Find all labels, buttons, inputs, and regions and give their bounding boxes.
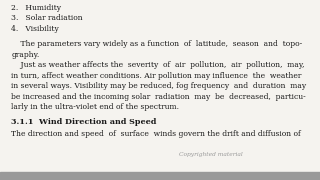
Text: in turn, affect weather conditions. Air pollution may influence  the  weather: in turn, affect weather conditions. Air …: [11, 72, 301, 80]
Text: Copyrighted material: Copyrighted material: [179, 152, 243, 157]
Text: 2.   Humidity: 2. Humidity: [11, 4, 61, 12]
Text: larly in the ultra-violet end of the spectrum.: larly in the ultra-violet end of the spe…: [11, 103, 179, 111]
Text: graphy.: graphy.: [11, 51, 39, 59]
Text: 4.   Visibility: 4. Visibility: [11, 25, 59, 33]
Text: Just as weather affects the  severity  of  air  pollution,  air  pollution,  may: Just as weather affects the severity of …: [11, 61, 305, 69]
Text: The direction and speed  of  surface  winds govern the drift and diffusion of: The direction and speed of surface winds…: [11, 130, 301, 138]
Text: be increased and the incoming solar  radiation  may  be  decreased,  particu-: be increased and the incoming solar radi…: [11, 93, 306, 100]
Text: in several ways. Visibility may be reduced, fog frequency  and  duration  may: in several ways. Visibility may be reduc…: [11, 82, 306, 90]
Text: 3.1.1  Wind Direction and Speed: 3.1.1 Wind Direction and Speed: [11, 118, 156, 126]
Text: 3.   Solar radiation: 3. Solar radiation: [11, 14, 83, 22]
Text: The parameters vary widely as a function  of  latitude,  season  and  topo-: The parameters vary widely as a function…: [11, 40, 302, 48]
Bar: [0, 172, 320, 180]
